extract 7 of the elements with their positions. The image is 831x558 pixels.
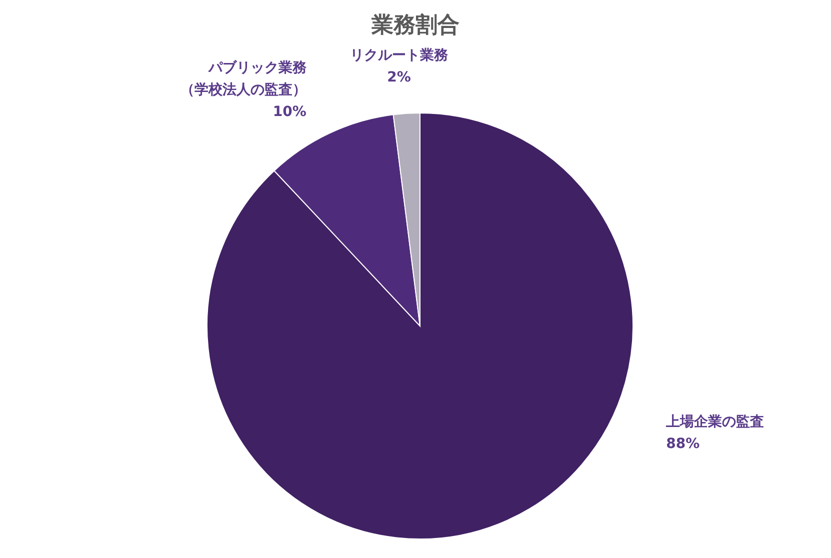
data-label: 88%	[666, 436, 700, 452]
slice-label: 上場企業の監査	[665, 414, 764, 430]
data-label: 2%	[387, 69, 411, 86]
chart-title: 業務割合	[370, 12, 460, 40]
slice-label: パブリック業務（学校法人の監査）	[180, 59, 308, 98]
slice-label: リクルート業務	[350, 47, 449, 64]
data-label: 10%	[272, 104, 306, 120]
